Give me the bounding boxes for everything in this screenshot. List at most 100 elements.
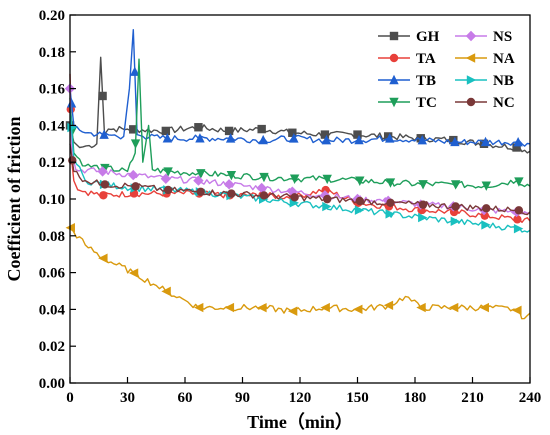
legend-item-ta: TA	[378, 51, 436, 67]
data-point	[355, 196, 364, 206]
y-tick-label: 0.14	[39, 118, 66, 134]
data-point	[418, 212, 428, 223]
legend-label: TA	[416, 51, 436, 67]
series-na	[65, 223, 531, 320]
y-tick-label: 0.10	[39, 192, 65, 208]
y-tick-label: 0.08	[39, 229, 65, 245]
legend-item-tb: TB	[378, 73, 436, 89]
data-point	[322, 174, 332, 185]
data-point	[513, 136, 523, 147]
x-tick-label: 180	[404, 390, 427, 406]
data-point	[226, 171, 237, 181]
legend-item-nb: NB	[455, 73, 514, 89]
data-point	[482, 204, 491, 213]
x-axis-title: Time（min）	[247, 412, 353, 432]
data-point	[479, 302, 489, 313]
y-axis-title: Coefficient of friction	[4, 117, 24, 282]
data-point	[354, 134, 364, 145]
data-point	[354, 205, 365, 215]
y-tick-label: 0.12	[39, 155, 65, 171]
data-point	[481, 220, 491, 230]
x-tick-label: 60	[178, 390, 193, 406]
data-point	[163, 185, 173, 195]
data-point	[196, 187, 205, 196]
data-point	[163, 167, 173, 177]
data-point	[513, 223, 524, 234]
data-point	[257, 124, 266, 134]
legend-marker	[389, 97, 399, 108]
data-point	[451, 202, 460, 211]
data-point	[323, 194, 332, 204]
x-tick-label: 240	[519, 390, 542, 406]
data-point	[418, 180, 428, 190]
legend-item-ns: NS	[455, 29, 512, 45]
data-point	[322, 201, 332, 212]
data-point	[227, 189, 236, 198]
legend-label: TC	[416, 95, 437, 111]
data-point	[99, 191, 108, 200]
legend-item-gh: GH	[378, 29, 440, 45]
data-point	[321, 134, 332, 145]
legend-label: NB	[493, 73, 514, 89]
data-point	[353, 304, 363, 315]
data-point	[194, 123, 203, 132]
data-point	[320, 302, 330, 313]
data-point	[225, 133, 236, 143]
legend-item-na: NA	[455, 51, 515, 67]
data-point	[385, 178, 396, 188]
data-point	[195, 133, 205, 143]
legend-label: NC	[493, 95, 515, 111]
data-point	[259, 191, 269, 200]
x-tick-label: 0	[66, 390, 74, 406]
legend: GH TA TB TC NS NA NB NC	[378, 29, 515, 111]
data-point	[193, 302, 204, 313]
data-point	[513, 215, 522, 224]
data-point	[256, 182, 267, 194]
legend-marker	[465, 53, 476, 63]
legend-marker	[466, 75, 477, 85]
data-point	[128, 268, 139, 278]
data-point	[450, 136, 460, 147]
legend-marker	[389, 74, 399, 85]
data-point	[129, 125, 138, 134]
legend-marker	[466, 97, 476, 107]
data-point	[385, 133, 395, 143]
data-point	[196, 169, 206, 179]
y-tick-label: 0.20	[39, 8, 65, 24]
y-tick-label: 0.06	[39, 266, 66, 282]
data-point	[223, 179, 235, 190]
data-point	[385, 209, 395, 219]
data-point	[448, 302, 459, 313]
data-point	[224, 302, 235, 313]
data-point	[514, 206, 524, 215]
legend-marker	[389, 31, 399, 41]
data-point	[98, 91, 107, 101]
data-point	[162, 133, 173, 143]
data-point	[514, 177, 524, 187]
data-point	[512, 305, 522, 316]
data-point	[481, 181, 491, 191]
data-point	[355, 176, 365, 186]
x-tick-label: 30	[120, 390, 135, 406]
data-point	[131, 182, 140, 191]
data-point	[257, 302, 267, 313]
data-point	[130, 139, 141, 149]
data-point	[480, 136, 491, 147]
data-point	[512, 143, 521, 152]
y-tick-label: 0.04	[39, 302, 66, 318]
data-point	[259, 172, 269, 183]
data-point	[193, 175, 204, 186]
data-point	[386, 198, 395, 208]
data-point	[288, 128, 297, 137]
data-point	[161, 286, 171, 297]
data-point	[320, 130, 330, 139]
legend-label: TB	[416, 73, 436, 89]
data-point	[160, 173, 172, 184]
x-tick-label: 150	[346, 390, 369, 406]
x-tick-label: 90	[235, 390, 250, 406]
data-point	[287, 306, 298, 316]
data-point	[289, 133, 299, 143]
legend-label: NA	[493, 51, 515, 67]
data-point	[416, 302, 426, 313]
